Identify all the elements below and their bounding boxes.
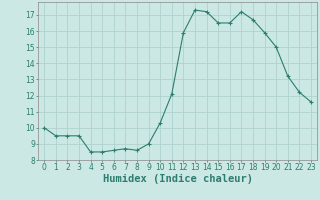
X-axis label: Humidex (Indice chaleur): Humidex (Indice chaleur) — [103, 174, 252, 184]
